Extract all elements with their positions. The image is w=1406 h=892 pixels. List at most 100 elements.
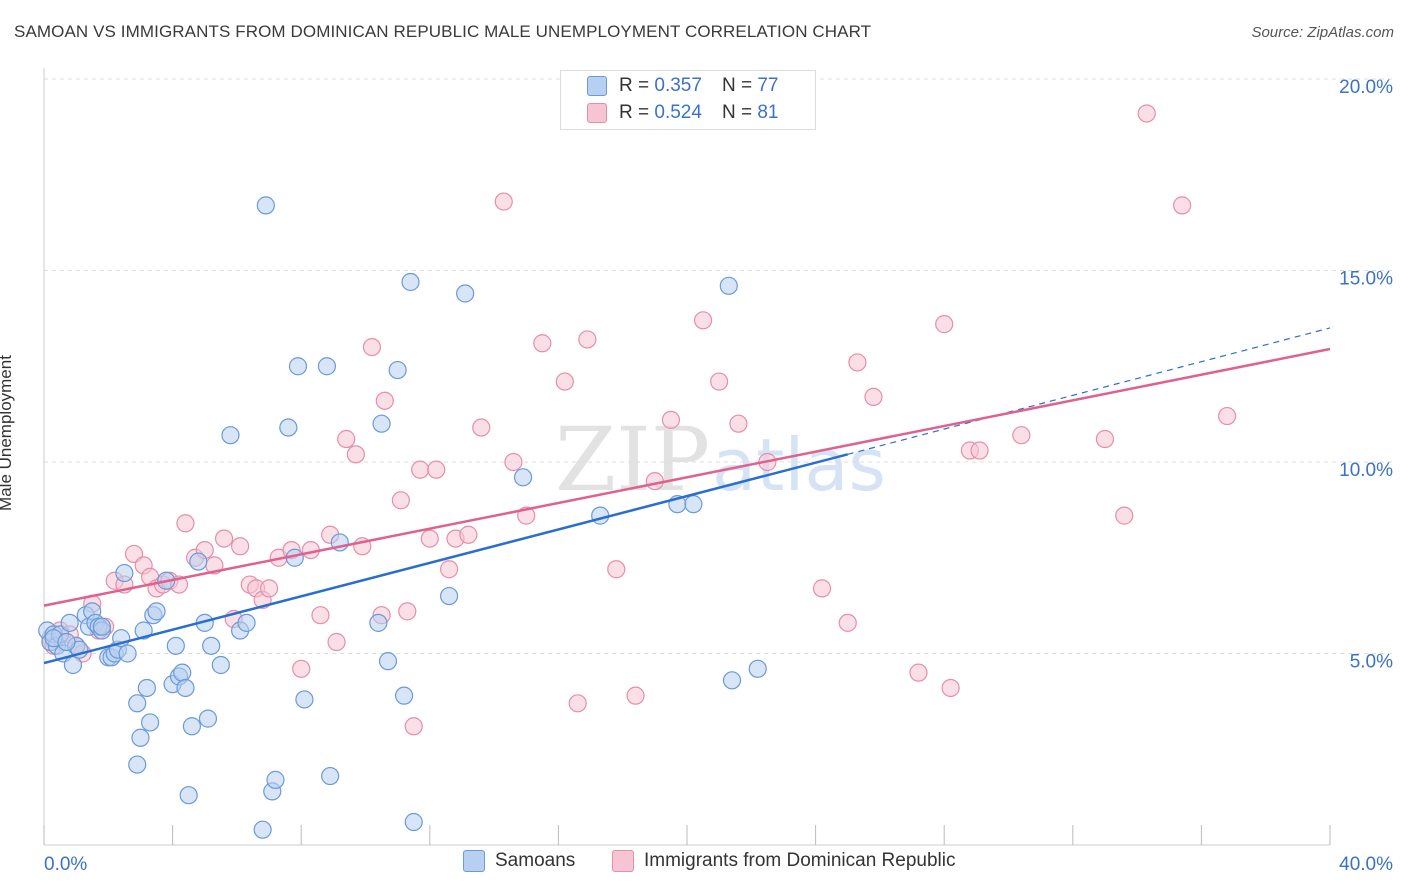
point-samoan [439, 586, 459, 606]
r-label: R = [619, 75, 650, 96]
point-samoan [266, 770, 285, 789]
point-samoan [131, 728, 150, 747]
point-dominican [504, 452, 523, 472]
point-samoan [295, 690, 314, 709]
point-samoan [237, 613, 256, 632]
point-dominican [578, 330, 597, 349]
point-samoan [221, 426, 240, 445]
point-dominican [645, 472, 664, 491]
trend-samoan-extension [847, 327, 1331, 455]
point-samoan [404, 812, 423, 832]
watermark-zip: ZIP [555, 408, 710, 511]
point-samoan [253, 820, 272, 839]
point-dominican [729, 414, 748, 433]
point-dominican [661, 410, 681, 429]
point-dominican [864, 387, 883, 406]
y-tick-label: 10.0% [1339, 460, 1393, 481]
trend-samoan [43, 453, 849, 665]
point-samoan [198, 709, 218, 728]
legend-label-dominican: Immigrants from Dominican Republic [644, 850, 956, 871]
x-tick-label: 40.0% [1339, 854, 1393, 875]
point-samoan [317, 357, 337, 376]
tick-labels: 5.0% 10.0% 15.0% 20.0% 0.0% 40.0% [44, 77, 1393, 875]
point-dominican [411, 460, 430, 479]
point-samoan [118, 644, 137, 663]
point-dominican [259, 579, 279, 598]
point-samoan [722, 671, 742, 690]
point-samoan [211, 655, 230, 675]
gridlines [44, 78, 1392, 654]
point-dominican [398, 602, 417, 621]
point-dominican [812, 579, 832, 598]
point-dominican [941, 678, 960, 698]
samoans-legend-swatch [463, 850, 485, 872]
point-samoan [279, 418, 298, 437]
point-dominican [1115, 506, 1134, 525]
point-samoan [321, 766, 340, 786]
point-samoan [256, 196, 275, 215]
y-tick-label: 5.0% [1350, 652, 1393, 673]
point-samoan [372, 414, 391, 433]
point-dominican [472, 418, 491, 437]
chart-title: SAMOAN VS IMMIGRANTS FROM DOMINICAN REPU… [14, 22, 872, 41]
data-points [38, 104, 1237, 839]
point-samoan [394, 686, 414, 705]
point-dominican [494, 192, 513, 211]
r-value: 0.524 [654, 102, 702, 123]
n-value: 81 [757, 102, 779, 123]
point-samoan [57, 632, 76, 652]
point-samoan [202, 636, 221, 655]
y-tick-label: 15.0% [1339, 269, 1393, 290]
point-samoan [137, 678, 156, 698]
point-samoan [166, 636, 185, 655]
n-value: 77 [757, 75, 779, 96]
point-dominican [311, 606, 330, 625]
chart-source: Source: ZipAtlas.com [1251, 24, 1394, 41]
point-dominican [346, 445, 365, 464]
point-dominican [214, 529, 234, 548]
point-samoan [288, 357, 308, 376]
point-dominican [439, 560, 459, 579]
point-samoan [92, 617, 111, 636]
point-dominican [391, 491, 410, 510]
point-samoan [173, 663, 192, 682]
point-dominican [848, 353, 867, 372]
point-dominican [1012, 426, 1031, 445]
axes [43, 68, 1331, 846]
point-samoan [378, 652, 398, 671]
trend-dominican [43, 347, 1331, 607]
point-dominican [693, 311, 713, 330]
legend-row-samoans: R = 0.357 N = 77 [587, 75, 778, 97]
point-dominican [327, 632, 346, 652]
point-samoan [719, 276, 738, 295]
point-dominican [626, 686, 645, 705]
point-dominican [1173, 196, 1192, 215]
point-dominican [838, 613, 857, 632]
point-samoan [684, 495, 703, 514]
point-dominican [1218, 406, 1237, 426]
point-dominican [176, 514, 195, 533]
point-dominican [607, 560, 626, 579]
point-samoan [591, 506, 610, 525]
point-samoan [369, 613, 388, 632]
point-dominican [1095, 429, 1115, 449]
point-samoan [179, 786, 198, 805]
samoans-swatch [587, 76, 607, 96]
point-dominican [375, 391, 394, 410]
point-samoan [140, 713, 160, 732]
point-samoan [134, 621, 153, 640]
legend-row-dominican: R = 0.524 N = 81 [587, 102, 784, 124]
point-dominican [404, 717, 423, 736]
point-dominican [292, 659, 311, 678]
watermark-atlas: atlas [712, 423, 886, 507]
point-dominican [337, 429, 356, 449]
point-dominican [533, 334, 552, 353]
n-label: N = [721, 75, 753, 96]
point-samoan [63, 655, 83, 675]
point-samoan [189, 552, 208, 571]
point-samoan [388, 360, 407, 380]
point-samoan [147, 602, 166, 621]
dominican-legend-swatch [612, 850, 634, 872]
point-dominican [420, 529, 439, 548]
